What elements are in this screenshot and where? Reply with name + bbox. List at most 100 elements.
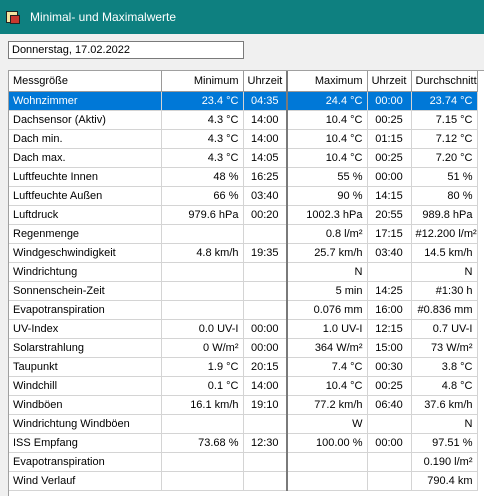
table-row[interactable]: Windrichtung N N xyxy=(9,262,478,282)
table-row[interactable]: Windgeschwindigkeit 4.8 km/h 19:35 25.7 km/… xyxy=(9,243,478,263)
cell-minimum: 0.1 °C xyxy=(161,376,244,396)
header-minimum[interactable]: Minimum xyxy=(161,71,244,92)
table-row[interactable]: Solarstrahlung 0 W/m² 00:00 364 W/m² 15:00 73… xyxy=(9,338,478,358)
table-row[interactable]: Evapotranspiration 0.190 l/m² xyxy=(9,452,478,472)
cell-minimum xyxy=(161,300,244,320)
cell-minimum xyxy=(161,281,244,301)
cell-durchschnitt: 7.12 °C xyxy=(411,129,478,149)
cell-uhrzeit-min: 16:25 xyxy=(243,167,288,187)
table-row[interactable]: Wind Verlauf 790.4 km xyxy=(9,471,478,491)
header-uhrzeit-max[interactable]: Uhrzeit xyxy=(367,71,412,92)
cell-maximum: 100.00 % xyxy=(287,433,368,453)
date-field[interactable]: Donnerstag, 17.02.2022 xyxy=(8,41,244,59)
cell-durchschnitt: #1:30 h xyxy=(411,281,478,301)
cell-minimum: 4.3 °C xyxy=(161,110,244,130)
cell-minimum xyxy=(161,471,244,491)
cell-uhrzeit-max: 00:30 xyxy=(367,357,412,377)
cell-uhrzeit-max xyxy=(367,262,412,282)
cell-messgroesse: Sonnenschein-Zeit xyxy=(9,281,162,301)
title-bar[interactable]: Minimal- und Maximalwerte xyxy=(0,0,484,34)
table-row[interactable]: Dach max. 4.3 °C 14:05 10.4 °C 00:25 7.20 °C xyxy=(9,148,478,168)
cell-uhrzeit-max: 00:25 xyxy=(367,148,412,168)
cell-durchschnitt: 7.15 °C xyxy=(411,110,478,130)
header-durchschnitt[interactable]: Durchschnitt xyxy=(411,71,478,92)
cell-durchschnitt: #12.200 l/m² xyxy=(411,224,478,244)
cell-minimum xyxy=(161,414,244,434)
table-row[interactable]: Luftdruck 979.6 hPa 00:20 1002.3 hPa 20:55 98… xyxy=(9,205,478,225)
cell-uhrzeit-min: 19:35 xyxy=(243,243,288,263)
header-messgroesse[interactable]: Messgröße xyxy=(9,71,162,92)
cell-uhrzeit-max: 00:25 xyxy=(367,376,412,396)
cell-minimum: 48 % xyxy=(161,167,244,187)
cell-maximum xyxy=(287,452,368,472)
cell-uhrzeit-min xyxy=(243,452,288,472)
cell-minimum: 4.8 km/h xyxy=(161,243,244,263)
cell-uhrzeit-min xyxy=(243,281,288,301)
cell-maximum: 7.4 °C xyxy=(287,357,368,377)
cell-uhrzeit-min: 00:20 xyxy=(243,205,288,225)
table-row[interactable]: Windböen 16.1 km/h 19:10 77.2 km/h 06:40 37.6… xyxy=(9,395,478,415)
table-row[interactable]: Evapotranspiration 0.076 mm 16:00 #0.836 mm xyxy=(9,300,478,320)
cell-maximum: 25.7 km/h xyxy=(287,243,368,263)
table-row[interactable]: Dach min. 4.3 °C 14:00 10.4 °C 01:15 7.12 °C xyxy=(9,129,478,149)
cell-messgroesse: Taupunkt xyxy=(9,357,162,377)
table-header-row: Messgröße Minimum Uhrzeit Maximum Uhrzei… xyxy=(9,71,478,92)
cell-uhrzeit-max: 00:00 xyxy=(367,433,412,453)
cell-uhrzeit-min xyxy=(243,414,288,434)
table-row[interactable]: Luftfeuchte Innen 48 % 16:25 55 % 00:00 51 % xyxy=(9,167,478,187)
cell-uhrzeit-max: 12:15 xyxy=(367,319,412,339)
cell-maximum: 90 % xyxy=(287,186,368,206)
cell-durchschnitt: 51 % xyxy=(411,167,478,187)
cell-messgroesse: Windgeschwindigkeit xyxy=(9,243,162,263)
cell-uhrzeit-min: 19:10 xyxy=(243,395,288,415)
cell-durchschnitt: N xyxy=(411,414,478,434)
table-row[interactable]: Sonnenschein-Zeit 5 min 14:25 #1:30 h xyxy=(9,281,478,301)
cell-minimum: 1.9 °C xyxy=(161,357,244,377)
cell-durchschnitt: 7.20 °C xyxy=(411,148,478,168)
cell-uhrzeit-min: 14:00 xyxy=(243,129,288,149)
window-title: Minimal- und Maximalwerte xyxy=(30,10,177,24)
cell-minimum: 979.6 hPa xyxy=(161,205,244,225)
table-row[interactable]: Windrichtung Windböen W N xyxy=(9,414,478,434)
cell-maximum: 1002.3 hPa xyxy=(287,205,368,225)
cell-maximum: 10.4 °C xyxy=(287,129,368,149)
table-row[interactable]: Regenmenge 0.8 l/m² 17:15 #12.200 l/m² xyxy=(9,224,478,244)
cell-durchschnitt: 4.8 °C xyxy=(411,376,478,396)
header-maximum[interactable]: Maximum xyxy=(287,71,368,92)
cell-maximum: 5 min xyxy=(287,281,368,301)
table-row[interactable]: Taupunkt 1.9 °C 20:15 7.4 °C 00:30 3.8 °C xyxy=(9,357,478,377)
cell-messgroesse: Regenmenge xyxy=(9,224,162,244)
cell-messgroesse: Solarstrahlung xyxy=(9,338,162,358)
cell-uhrzeit-max: 17:15 xyxy=(367,224,412,244)
table-row[interactable]: Wohnzimmer 23.4 °C 04:35 24.4 °C 00:00 23.74 … xyxy=(9,91,478,111)
table-row[interactable]: UV-Index 0.0 UV-I 00:00 1.0 UV-I 12:15 0.7 UV… xyxy=(9,319,478,339)
cell-durchschnitt: 73 W/m² xyxy=(411,338,478,358)
cell-durchschnitt: 790.4 km xyxy=(411,471,478,491)
cell-maximum: 10.4 °C xyxy=(287,110,368,130)
cell-uhrzeit-max xyxy=(367,452,412,472)
cell-uhrzeit-max: 00:00 xyxy=(367,167,412,187)
cell-messgroesse: Evapotranspiration xyxy=(9,300,162,320)
cell-messgroesse: Windchill xyxy=(9,376,162,396)
cell-durchschnitt: 37.6 km/h xyxy=(411,395,478,415)
cell-uhrzeit-min: 00:00 xyxy=(243,338,288,358)
table-row[interactable]: Luftfeuchte Außen 66 % 03:40 90 % 14:15 80 % xyxy=(9,186,478,206)
min-max-table: Messgröße Minimum Uhrzeit Maximum Uhrzei… xyxy=(8,70,484,496)
table-row[interactable]: ISS Empfang 73.68 % 12:30 100.00 % 00:00 97.5… xyxy=(9,433,478,453)
table-row[interactable]: Windchill 0.1 °C 14:00 10.4 °C 00:25 4.8 °C xyxy=(9,376,478,396)
cell-messgroesse: Windrichtung Windböen xyxy=(9,414,162,434)
cell-uhrzeit-max: 20:55 xyxy=(367,205,412,225)
app-chart-icon[interactable] xyxy=(6,9,22,25)
header-uhrzeit-min[interactable]: Uhrzeit xyxy=(243,71,288,92)
cell-uhrzeit-min: 04:35 xyxy=(243,91,288,111)
cell-messgroesse: Windrichtung xyxy=(9,262,162,282)
cell-durchschnitt: 989.8 hPa xyxy=(411,205,478,225)
cell-messgroesse: Wind Verlauf xyxy=(9,471,162,491)
table-row[interactable]: Dachsensor (Aktiv) 4.3 °C 14:00 10.4 °C 00:2… xyxy=(9,110,478,130)
cell-minimum xyxy=(161,262,244,282)
cell-uhrzeit-min: 14:05 xyxy=(243,148,288,168)
cell-durchschnitt: #0.836 mm xyxy=(411,300,478,320)
cell-maximum: 77.2 km/h xyxy=(287,395,368,415)
cell-messgroesse: Dachsensor (Aktiv) xyxy=(9,110,162,130)
cell-maximum: 364 W/m² xyxy=(287,338,368,358)
